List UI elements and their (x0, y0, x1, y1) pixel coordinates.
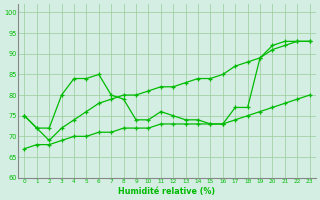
X-axis label: Humidité relative (%): Humidité relative (%) (118, 187, 216, 196)
